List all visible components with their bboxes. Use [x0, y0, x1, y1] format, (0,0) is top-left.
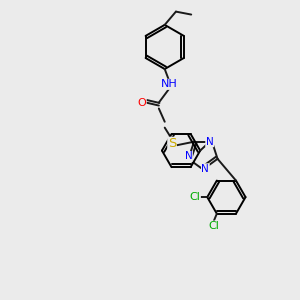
Text: S: S — [168, 137, 176, 150]
Text: Cl: Cl — [208, 221, 219, 231]
Text: Cl: Cl — [190, 192, 200, 202]
Text: N: N — [206, 137, 214, 147]
Text: N: N — [202, 164, 209, 174]
Text: N: N — [184, 152, 192, 161]
Text: NH: NH — [161, 79, 178, 89]
Text: O: O — [137, 98, 146, 108]
